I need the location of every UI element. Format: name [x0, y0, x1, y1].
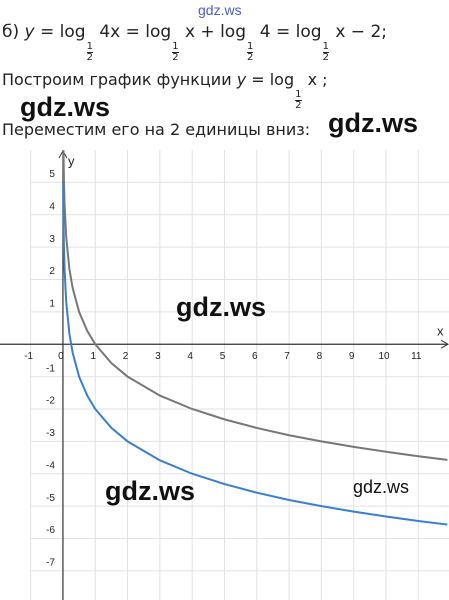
origin-label: 0	[58, 351, 64, 362]
watermark: gdz.ws	[176, 292, 267, 322]
y-tick-label: 4	[49, 201, 55, 212]
x-tick-label: 10	[378, 351, 390, 362]
y-tick-label: -2	[46, 396, 55, 407]
denominator: 2	[247, 52, 254, 63]
watermark: gdz.ws	[20, 92, 111, 122]
x-axis-arrow	[440, 339, 449, 349]
y-tick-label: -6	[46, 525, 55, 536]
y-tick-label: -3	[46, 428, 55, 439]
curve	[62, 150, 448, 461]
y-tick-label: -7	[46, 558, 55, 569]
curve	[62, 183, 448, 526]
numerator: 1	[247, 41, 254, 53]
y-tick-label: 5	[49, 169, 55, 180]
denominator: 2	[295, 100, 302, 111]
chart: -1 1 2 3 4 5 6 7 8 9 10 11 -7 -6 -5 -4 -3 -2 -1 1 2 3 4 5 x y 0	[0, 150, 449, 600]
y-tick-label: -4	[46, 460, 55, 471]
text-run: x − 2;	[329, 22, 387, 42]
x-tick-label: 11	[411, 351, 422, 362]
text-run: б)	[2, 22, 25, 42]
text-line: Построим график функции y = log 1 2 x ;	[2, 70, 328, 111]
x-tick-label: 1	[90, 351, 96, 362]
text-line: Переместим его на 2 единицы вниз:	[2, 120, 311, 139]
watermark: gdz.ws	[328, 108, 419, 138]
y-tick-label: 2	[49, 266, 55, 277]
y-axis-label: y	[68, 153, 75, 168]
x-tick-label: 5	[220, 351, 226, 362]
x-tick-label: -1	[24, 351, 33, 362]
y-tick-label: -5	[46, 493, 55, 504]
text-run: Построим график функции	[2, 70, 237, 89]
text-run: y	[236, 70, 247, 89]
y-tick-label: 1	[49, 299, 55, 310]
text-run: 4x = log	[93, 22, 172, 42]
x-tick-label: 9	[349, 351, 355, 362]
text-run: y	[24, 22, 35, 42]
y-tick-label: 3	[49, 234, 55, 245]
y-tick-label: -1	[46, 363, 55, 374]
watermark: gdz.ws	[198, 2, 242, 18]
text-run: x + log	[179, 22, 246, 42]
numerator: 1	[86, 41, 93, 53]
numerator: 1	[172, 41, 179, 53]
text-run: = log	[246, 70, 295, 89]
numerator: 1	[295, 89, 302, 101]
x-axis-label: x	[437, 324, 444, 339]
denominator: 2	[172, 52, 179, 63]
watermark: gdz.ws	[353, 477, 410, 497]
x-tick-label: 3	[155, 351, 161, 362]
watermark: gdz.ws	[105, 476, 196, 506]
x-tick-label: 4	[187, 351, 193, 362]
denominator: 2	[86, 52, 93, 63]
plot	[62, 150, 448, 526]
numerator: 1	[322, 41, 329, 53]
x-tick-label: 8	[317, 351, 323, 362]
text-run: = log	[34, 22, 86, 42]
x-tick-label: 6	[252, 351, 258, 362]
x-tick-label: 2	[123, 351, 129, 362]
x-tick-label: 7	[284, 351, 290, 362]
text-run: 4 = log	[254, 22, 322, 42]
denominator: 2	[322, 52, 329, 63]
formula-line: б) y = log 1 2 4x = log 1 2 x + log 1 2 4 = lo…	[2, 22, 387, 63]
text-run: x ;	[302, 70, 328, 89]
